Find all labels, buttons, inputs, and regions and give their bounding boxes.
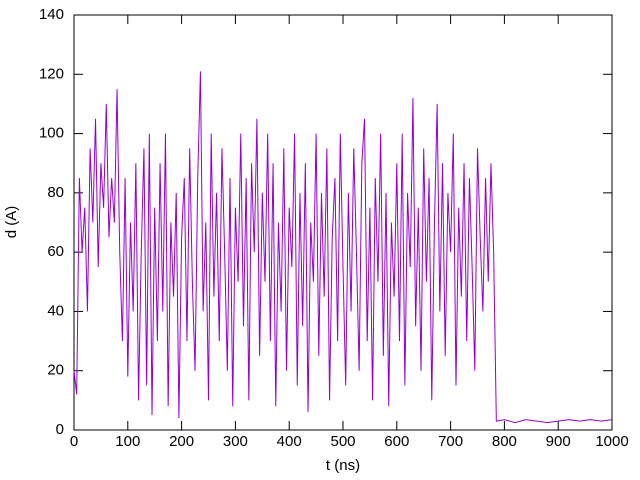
x-tick-label: 400 xyxy=(277,433,302,450)
x-tick-label: 100 xyxy=(115,433,140,450)
x-tick-label: 500 xyxy=(330,433,355,450)
x-tick-label: 800 xyxy=(492,433,517,450)
x-tick-label: 600 xyxy=(384,433,409,450)
y-tick-label: 20 xyxy=(47,362,64,379)
x-tick-label: 900 xyxy=(546,433,571,450)
x-axis-label: t (ns) xyxy=(326,457,360,474)
x-tick-label: 300 xyxy=(223,433,248,450)
x-tick-label: 700 xyxy=(438,433,463,450)
y-axis-label: d (A) xyxy=(3,206,20,239)
y-tick-label: 0 xyxy=(56,421,64,438)
y-tick-label: 60 xyxy=(47,243,64,260)
y-tick-label: 40 xyxy=(47,302,64,319)
x-tick-label: 1000 xyxy=(595,433,628,450)
y-tick-label: 80 xyxy=(47,184,64,201)
x-tick-label: 0 xyxy=(70,433,78,450)
y-tick-label: 120 xyxy=(39,65,64,82)
x-tick-label: 200 xyxy=(169,433,194,450)
y-tick-label: 140 xyxy=(39,6,64,23)
data-line xyxy=(73,71,613,424)
y-tick-label: 100 xyxy=(39,125,64,142)
